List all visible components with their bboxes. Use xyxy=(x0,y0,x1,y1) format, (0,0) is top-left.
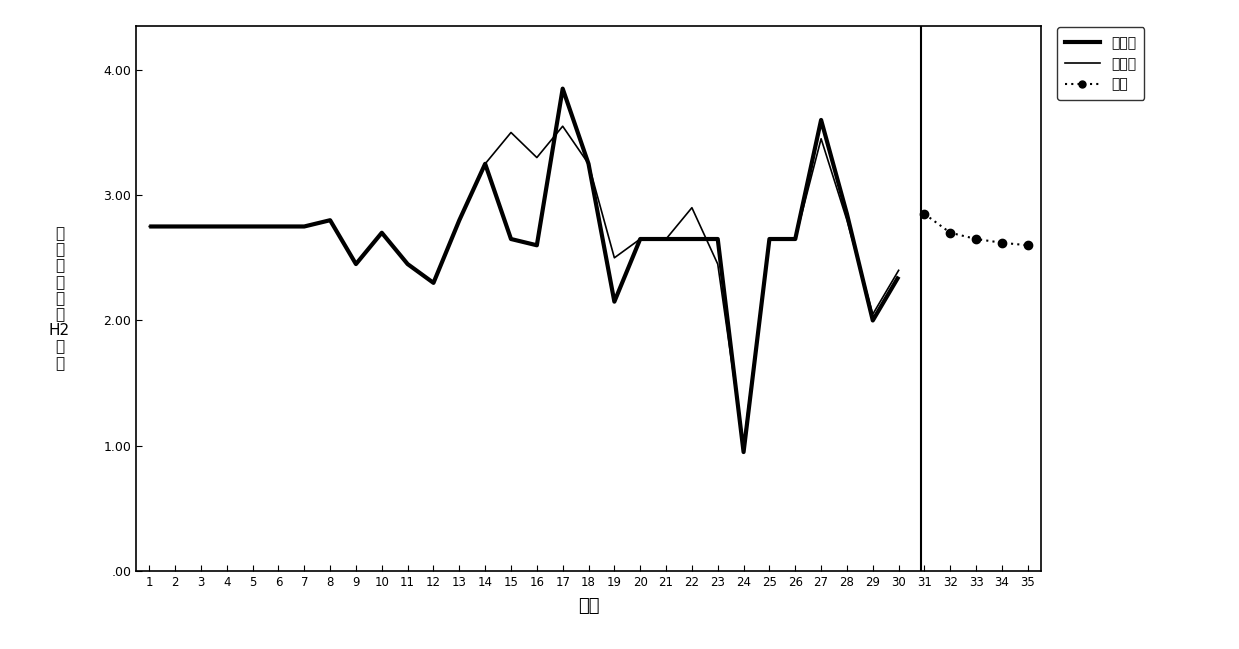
观测值 xyxy=(865,317,880,324)
拟合值 xyxy=(710,260,725,268)
拟合值 xyxy=(762,235,777,243)
观测值 xyxy=(141,223,156,230)
拟合值 xyxy=(529,154,544,162)
拟合值 xyxy=(891,267,906,275)
Line: 拟合值: 拟合值 xyxy=(149,126,898,446)
Line: 观测值: 观测值 xyxy=(149,89,898,452)
观测值 xyxy=(452,216,467,224)
观测值 xyxy=(581,160,596,167)
拟合值 xyxy=(193,223,208,230)
拟合值 xyxy=(633,235,648,243)
拟合值 xyxy=(814,135,829,143)
观测值 xyxy=(762,235,777,243)
拟合值 xyxy=(322,216,337,224)
观测值 xyxy=(840,210,855,218)
观测值 xyxy=(193,223,208,230)
拟合值 xyxy=(245,223,260,230)
Line: 预测: 预测 xyxy=(921,210,1032,249)
观测值 xyxy=(736,448,751,456)
拟合值 xyxy=(503,129,518,136)
观测值 xyxy=(219,223,234,230)
观测值 xyxy=(322,216,337,224)
拟合值 xyxy=(219,223,234,230)
观测值 xyxy=(529,241,544,249)
拟合值 xyxy=(659,235,674,243)
观测值 xyxy=(891,273,906,280)
观测值 xyxy=(245,223,260,230)
拟合值 xyxy=(865,310,880,318)
观测值 xyxy=(426,279,441,287)
拟合值 xyxy=(555,122,570,130)
观测值 xyxy=(710,235,725,243)
观测值 xyxy=(814,116,829,124)
观测值 xyxy=(297,223,312,230)
观测值 xyxy=(478,160,493,167)
观测值 xyxy=(400,260,415,268)
预测 xyxy=(917,210,932,218)
观测值 xyxy=(348,260,363,268)
拟合值 xyxy=(400,260,415,268)
观测值 xyxy=(271,223,286,230)
观测值 xyxy=(684,235,699,243)
X-axis label: 日期: 日期 xyxy=(577,597,600,615)
观测值 xyxy=(633,235,648,243)
观测值 xyxy=(503,235,518,243)
预测 xyxy=(1021,241,1036,249)
观测值 xyxy=(788,235,803,243)
拟合值 xyxy=(271,223,286,230)
拟合值 xyxy=(684,204,699,212)
观测值 xyxy=(374,229,389,237)
拟合值 xyxy=(374,229,389,237)
观测值 xyxy=(555,85,570,93)
预测 xyxy=(943,229,958,237)
拟合值 xyxy=(788,235,803,243)
Legend: 观测值, 拟合值, 预测: 观测值, 拟合值, 预测 xyxy=(1057,27,1145,100)
拟合值 xyxy=(581,160,596,167)
拟合值 xyxy=(736,442,751,450)
拟合值 xyxy=(426,279,441,287)
拟合值 xyxy=(297,223,312,230)
Text: 油
中
溶
解
气
体
H2
含
量: 油 中 溶 解 气 体 H2 含 量 xyxy=(48,227,69,371)
拟合值 xyxy=(141,223,156,230)
拟合值 xyxy=(478,160,493,167)
拟合值 xyxy=(840,216,855,224)
预测 xyxy=(969,235,984,243)
观测值 xyxy=(167,223,182,230)
观测值 xyxy=(659,235,674,243)
拟合值 xyxy=(452,216,467,224)
拟合值 xyxy=(348,260,363,268)
预测 xyxy=(995,239,1010,247)
拟合值 xyxy=(607,254,622,262)
拟合值 xyxy=(167,223,182,230)
观测值 xyxy=(607,298,622,306)
